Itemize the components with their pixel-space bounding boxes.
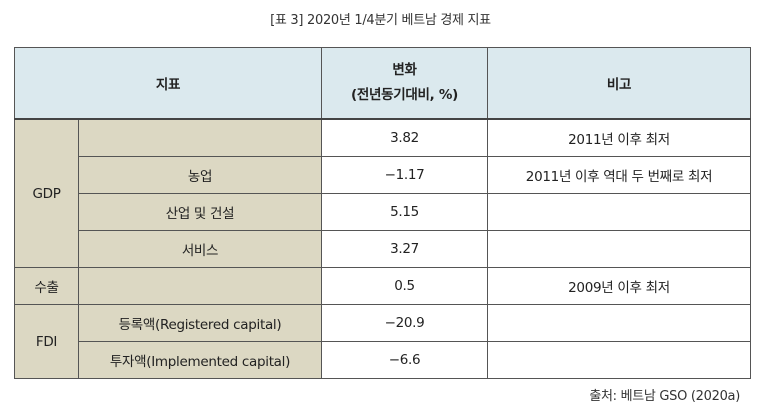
- table-row: FDI 등록액(Registered capital) −20.9: [14, 304, 751, 379]
- change-value: 3.27: [321, 230, 488, 268]
- sub-indicator: [78, 267, 322, 305]
- header-note: 비고: [487, 47, 751, 120]
- table-header-row: 지표 변화 (전년동기대비, %) 비고: [14, 47, 751, 120]
- sub-indicator: 산업 및 건설: [78, 193, 322, 231]
- sub-indicator: [78, 118, 322, 157]
- table-row: 산업 및 건설 5.15: [15, 193, 751, 231]
- table-row: 서비스 3.27: [15, 230, 751, 268]
- sub-indicator: 농업: [78, 156, 322, 194]
- note-cell: 2009년 이후 최저: [487, 267, 751, 305]
- header-indicator: 지표: [14, 47, 322, 120]
- header-change-basis: (전년동기대비, %): [351, 87, 458, 103]
- sub-indicator: 서비스: [78, 230, 322, 268]
- source-note: 출처: 베트남 GSO (2020a): [589, 389, 740, 404]
- header-change: 변화 (전년동기대비, %): [321, 47, 488, 120]
- table-row: 농업 −1.17 2011년 이후 역대 두 번째로 최저: [15, 156, 751, 194]
- economic-indicators-table: 지표 변화 (전년동기대비, %) 비고 GDP 3.82 2011년 이후 최…: [14, 47, 751, 379]
- group-fdi: FDI: [14, 304, 79, 379]
- group-export: 수출: [14, 267, 79, 305]
- note-cell: [487, 193, 751, 231]
- note-cell: [487, 230, 751, 268]
- header-change-label: 변화: [392, 62, 417, 78]
- change-value: −1.17: [321, 156, 488, 194]
- note-cell: 2011년 이후 최저: [487, 118, 751, 157]
- table-row: 수출 0.5 2009년 이후 최저: [14, 267, 751, 305]
- change-value: −6.6: [321, 341, 488, 379]
- change-value: 0.5: [321, 267, 488, 305]
- change-value: 3.82: [321, 118, 488, 157]
- note-cell: [487, 341, 751, 379]
- change-value: −20.9: [321, 304, 488, 342]
- table-caption: [표 3] 2020년 1/4분기 베트남 경제 지표: [270, 13, 491, 28]
- table-row: GDP 3.82 2011년 이후 최저: [14, 118, 751, 268]
- sub-indicator: 등록액(Registered capital): [78, 304, 322, 342]
- note-cell: [487, 304, 751, 342]
- change-value: 5.15: [321, 193, 488, 231]
- sub-indicator: 투자액(Implemented capital): [78, 341, 322, 379]
- note-cell: 2011년 이후 역대 두 번째로 최저: [487, 156, 751, 194]
- table-row: 투자액(Implemented capital) −6.6: [15, 341, 751, 379]
- group-gdp: GDP: [14, 118, 79, 268]
